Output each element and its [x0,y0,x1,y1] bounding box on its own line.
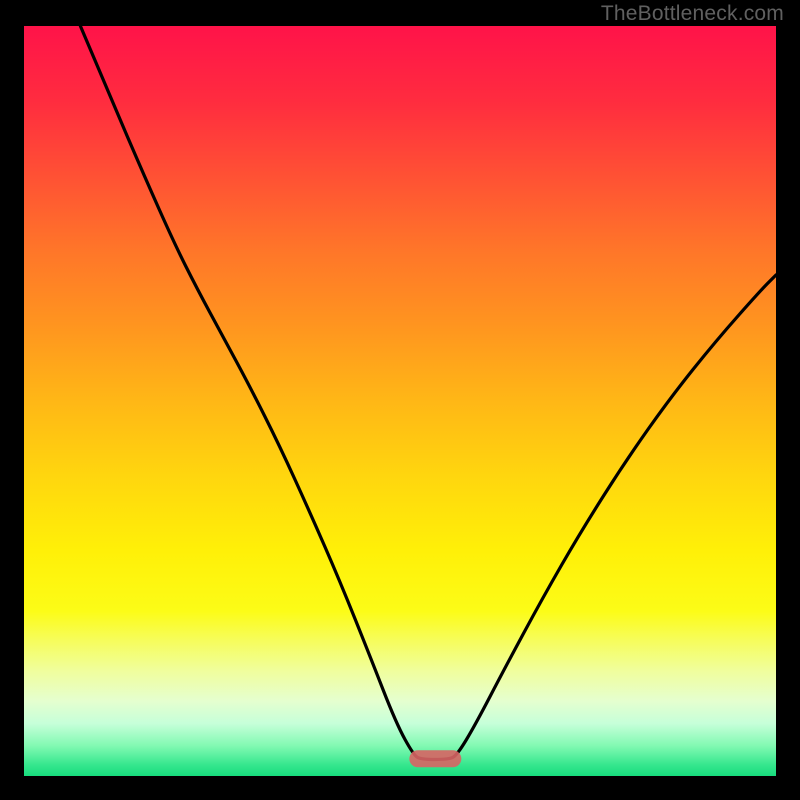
chart-container: TheBottleneck.com [0,0,800,800]
plot-area [24,26,776,776]
bottleneck-curve-chart [24,26,776,776]
attribution-label: TheBottleneck.com [601,2,784,26]
optimal-point-marker [409,750,461,767]
chart-background-gradient [24,26,776,776]
